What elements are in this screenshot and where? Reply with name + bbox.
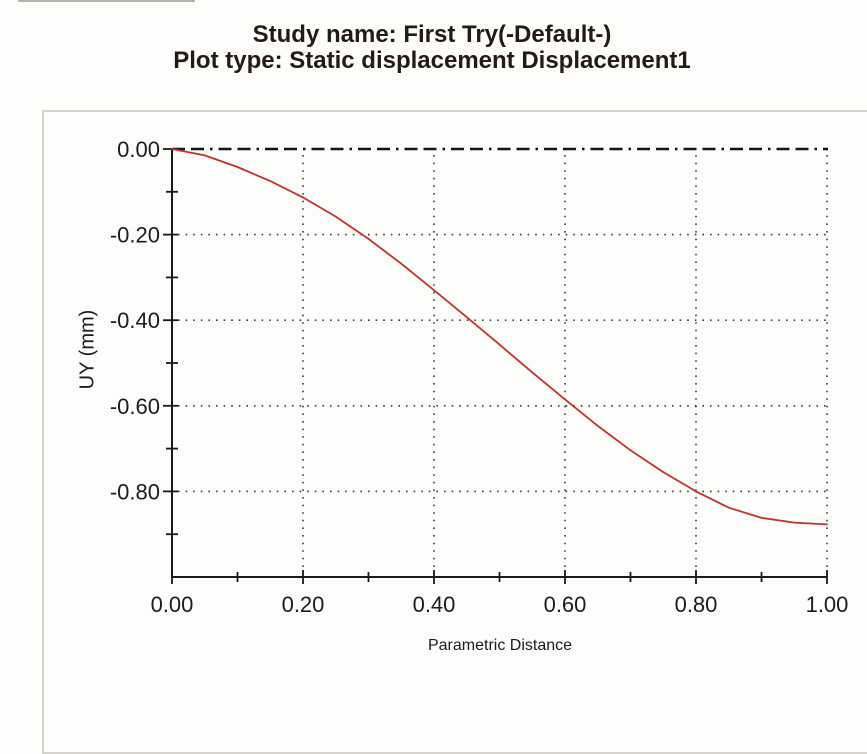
x-tick-label: 0.20 [282,592,325,617]
x-tick-label: 0.80 [675,592,718,617]
y-tick-label: -0.80 [110,479,160,504]
displacement-line-chart: 0.00 0.20 0.40 0.60 0.80 1.00 0.00 -0.20 -0.40 -0… [110,137,849,617]
chart-title-study-line: Study name: First Try(-Default-) [252,21,612,48]
x-tick-label: 0.40 [413,592,456,617]
x-axis-label: Parametric Distance [427,637,573,654]
x-tick-label: 0.60 [544,592,587,617]
displacement-curve [171,148,828,526]
y-tick-label: -0.60 [110,394,160,419]
chart-title: Study name: First Try(-Default-) Plot ty… [0,22,864,74]
y-axis-label: UY (mm) [76,309,99,390]
y-tick-label: -0.40 [110,308,160,333]
y-tick-label: 0.00 [117,137,160,162]
chart-title-plottype-line: Plot type: Static displacement Displacem… [173,47,691,74]
x-tick-label: 1.00 [806,592,849,617]
x-tick-label: 0.00 [151,592,194,617]
y-tick-label: -0.20 [110,223,160,248]
cropped-edge-artifact [18,0,195,2]
